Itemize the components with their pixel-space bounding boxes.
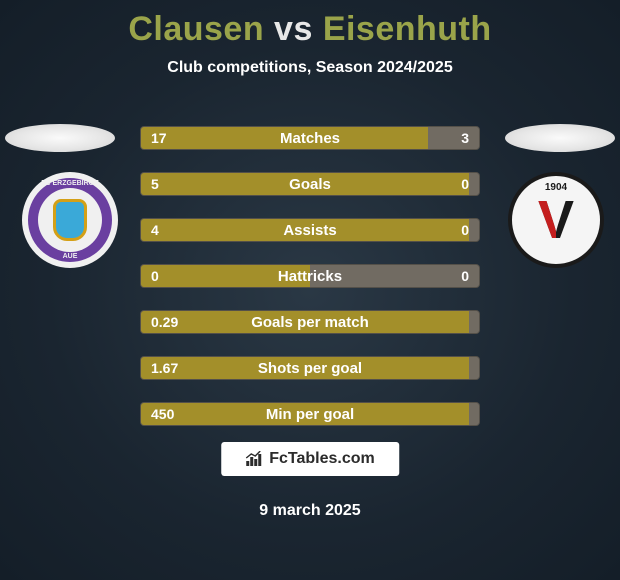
title-left: Clausen: [128, 10, 264, 48]
brand-chart-icon: [245, 451, 263, 467]
stat-bar-right: 0: [310, 265, 479, 287]
stat-value-left: 4: [151, 222, 159, 238]
stat-bar-right: 3: [428, 127, 479, 149]
team-badge-right: 1904 V V: [508, 172, 604, 268]
brand-text: FcTables.com: [269, 450, 375, 468]
stat-bar-left: 1.67: [141, 357, 469, 379]
badge-left-inner: [38, 188, 102, 252]
stat-value-right: 0: [461, 176, 469, 192]
stat-row: 50Goals: [140, 172, 480, 196]
stat-bar-left: 0.29: [141, 311, 469, 333]
stat-bar-right: 0: [469, 219, 479, 241]
stat-value-left: 17: [151, 130, 167, 146]
badge-left-crest: [53, 199, 87, 241]
stat-value-right: 0: [461, 222, 469, 238]
stat-bar-right: [469, 357, 479, 379]
subtitle: Club competitions, Season 2024/2025: [0, 59, 620, 77]
stat-row: 40Assists: [140, 218, 480, 242]
platform-right: [505, 124, 615, 152]
stat-bar-right: 0: [469, 173, 479, 195]
stat-bar-right: [469, 403, 479, 425]
stat-bar-left: 0: [141, 265, 310, 287]
stat-row: 0.29Goals per match: [140, 310, 480, 334]
stat-value-left: 1.67: [151, 360, 178, 376]
date-text: 9 march 2025: [0, 502, 620, 520]
badge-left-ring-bottom: AUE: [63, 253, 78, 260]
stat-value-left: 0.29: [151, 314, 178, 330]
page-title: Clausen vs Eisenhuth: [0, 0, 620, 49]
platform-left: [5, 124, 115, 152]
title-right: Eisenhuth: [323, 10, 492, 48]
stat-value-left: 5: [151, 176, 159, 192]
stat-value-right: 0: [461, 268, 469, 284]
stat-bar-left: 450: [141, 403, 469, 425]
stat-bar-left: 17: [141, 127, 428, 149]
stat-value-left: 450: [151, 406, 174, 422]
brand-badge: FcTables.com: [221, 442, 399, 476]
stat-row: 1.67Shots per goal: [140, 356, 480, 380]
stat-bars: 173Matches50Goals40Assists00Hattricks0.2…: [140, 126, 480, 448]
badge-left-ring-top: FC ERZGEBIRGE: [41, 180, 99, 187]
stat-row: 450Min per goal: [140, 402, 480, 426]
stat-value-right: 3: [461, 130, 469, 146]
stat-row: 173Matches: [140, 126, 480, 150]
team-badge-left: FC ERZGEBIRGE AUE: [22, 172, 118, 268]
stat-bar-left: 5: [141, 173, 469, 195]
stat-value-left: 0: [151, 268, 159, 284]
stat-row: 00Hattricks: [140, 264, 480, 288]
stat-bar-right: [469, 311, 479, 333]
badge-right-letter: V V: [538, 193, 574, 247]
title-vs: vs: [264, 10, 323, 48]
stat-bar-left: 4: [141, 219, 469, 241]
